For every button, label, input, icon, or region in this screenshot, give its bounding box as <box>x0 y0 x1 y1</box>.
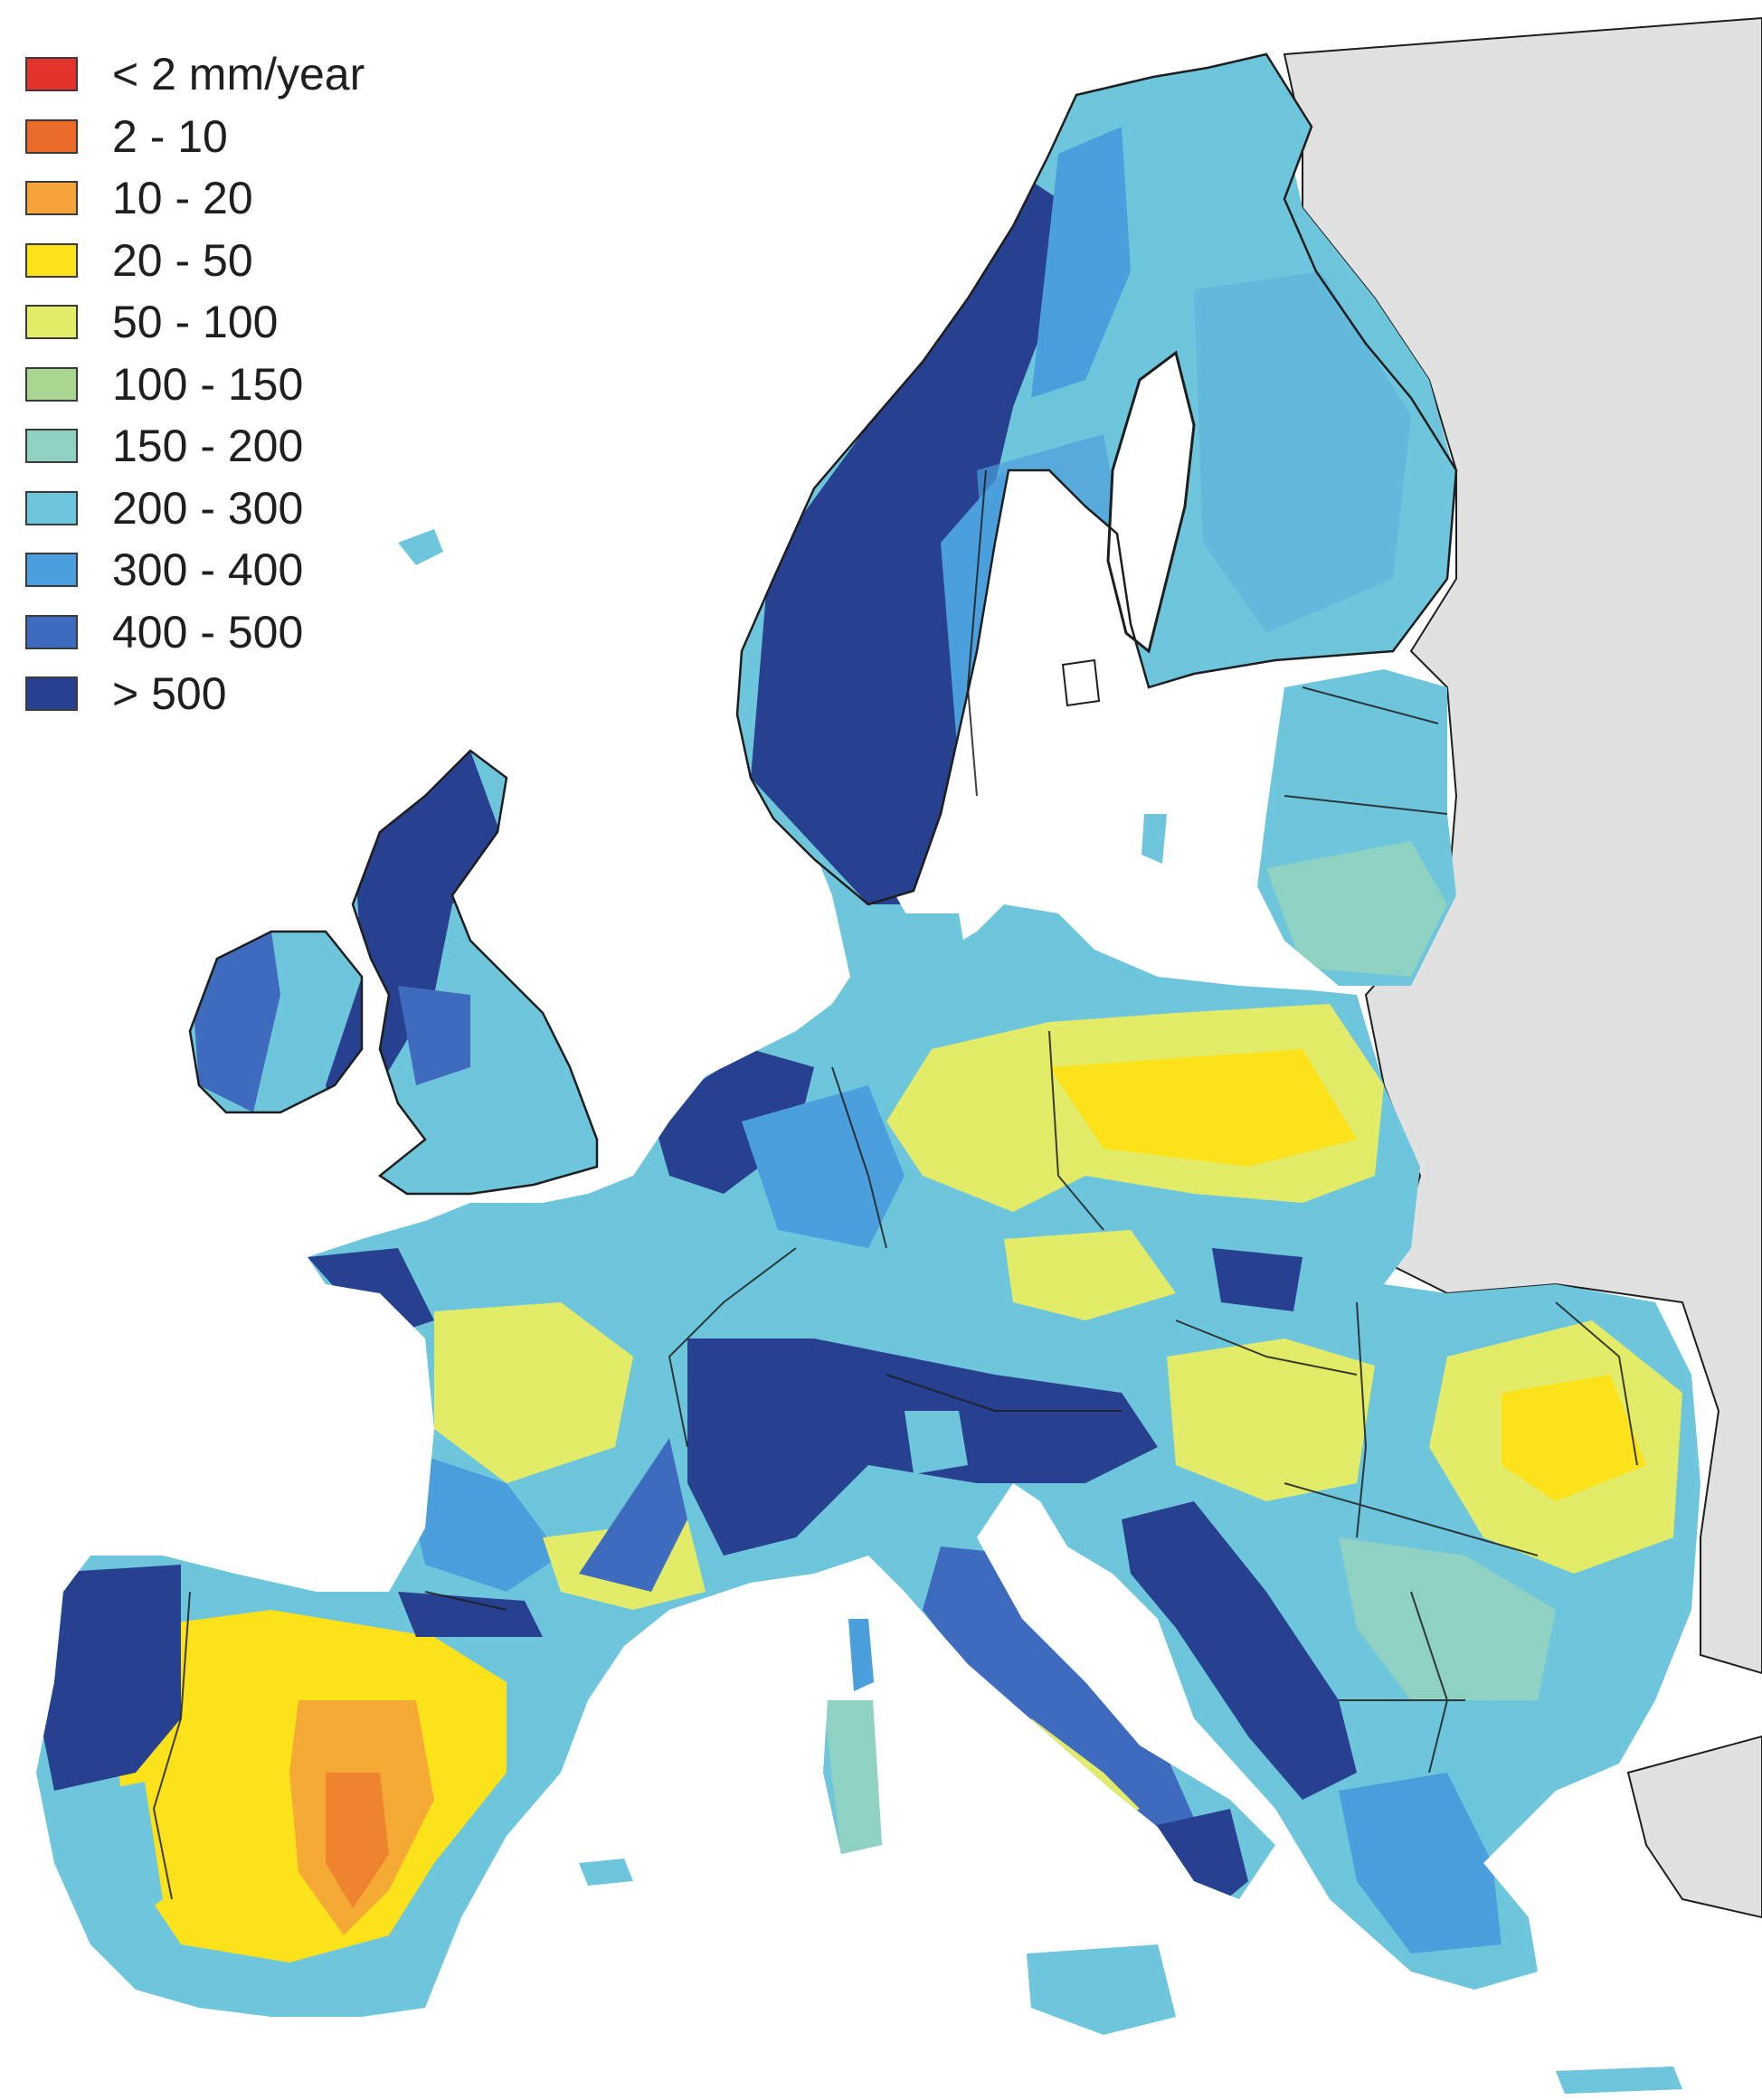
legend-swatch <box>25 181 78 216</box>
legend-swatch <box>25 305 78 340</box>
lake-vanern <box>1061 658 1101 707</box>
legend-label: > 500 <box>112 668 227 720</box>
legend-item: 200 - 300 <box>25 478 450 540</box>
map-legend: < 2 mm/year 2 - 10 10 - 20 20 - 50 50 - 100 1… <box>25 43 450 725</box>
legend-label: 300 - 400 <box>112 544 304 596</box>
legend-label: 400 - 500 <box>112 606 304 657</box>
legend-item: 2 - 10 <box>25 106 450 168</box>
legend-swatch <box>25 429 78 464</box>
legend-swatch <box>25 614 78 649</box>
legend-item: 10 - 20 <box>25 167 450 230</box>
legend-label: 200 - 300 <box>112 482 304 534</box>
legend-label: 10 - 20 <box>112 173 253 224</box>
legend-swatch <box>25 242 78 278</box>
legend-item: < 2 mm/year <box>25 43 450 106</box>
legend-swatch <box>25 676 78 712</box>
legend-label: 50 - 100 <box>112 297 279 348</box>
legend-swatch <box>25 57 78 92</box>
legend-item: > 500 <box>25 663 450 725</box>
legend-swatch <box>25 553 78 588</box>
legend-swatch <box>25 118 78 154</box>
legend-item: 20 - 50 <box>25 230 450 292</box>
legend-label: 2 - 10 <box>112 110 228 162</box>
gulf-of-bothnia <box>1106 350 1196 654</box>
legend-swatch <box>25 490 78 525</box>
legend-label: 20 - 50 <box>112 234 253 286</box>
legend-item: 150 - 200 <box>25 415 450 478</box>
legend-item: 300 - 400 <box>25 539 450 601</box>
legend-label: 100 - 150 <box>112 358 304 410</box>
legend-item: 400 - 500 <box>25 601 450 664</box>
turkey-land <box>1626 1735 1762 1919</box>
legend-item: 100 - 150 <box>25 354 450 416</box>
legend-label: < 2 mm/year <box>112 49 365 100</box>
legend-label: 150 - 200 <box>112 421 304 472</box>
legend-swatch <box>25 366 78 402</box>
legend-item: 50 - 100 <box>25 291 450 354</box>
